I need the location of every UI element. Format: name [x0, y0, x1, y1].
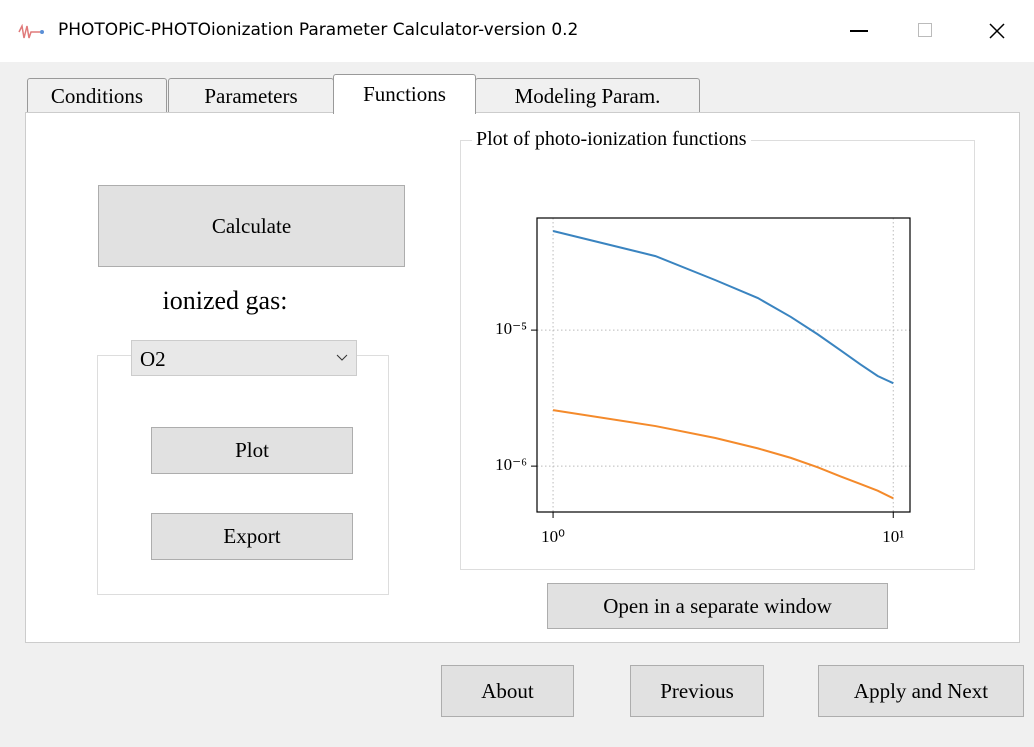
gas-select-value: O2: [140, 347, 166, 371]
tab[interactable]: Modeling Param.: [475, 78, 700, 113]
window-title: PHOTOPiC-PHOTOionization Parameter Calcu…: [58, 20, 579, 40]
title-bar: PHOTOPiC-PHOTOionization Parameter Calcu…: [0, 0, 1034, 62]
tab[interactable]: Conditions: [27, 78, 167, 113]
previous-button[interactable]: Previous: [630, 665, 764, 717]
dropdown-arrow: [336, 354, 348, 361]
y-tick-label: 10⁻⁶: [495, 455, 527, 474]
gas-select[interactable]: O2: [131, 340, 357, 376]
line-series: [552, 409, 894, 500]
x-tick-label: 10¹: [882, 527, 904, 546]
line-series: [552, 230, 894, 385]
maximize-button[interactable]: [918, 23, 932, 37]
export-button[interactable]: Export: [151, 513, 353, 560]
tab[interactable]: Parameters: [168, 78, 334, 113]
apply-next-button[interactable]: Apply and Next: [818, 665, 1024, 717]
plot-group-title: Plot of photo-ionization functions: [472, 128, 751, 151]
open-window-button[interactable]: Open in a separate window: [547, 583, 888, 629]
close-button[interactable]: [988, 22, 1006, 40]
calculate-button[interactable]: Calculate: [98, 185, 405, 267]
y-tick-label: 10⁻⁵: [495, 319, 527, 338]
chart: 10⁰ 10¹ 10⁻⁶ 10⁻⁵: [495, 217, 911, 546]
x-tick-label: 10⁰: [541, 527, 565, 546]
plot-button[interactable]: Plot: [151, 427, 353, 474]
plot-frame: [536, 217, 911, 513]
gas-label: ionized gas:: [162, 286, 288, 315]
minimize-button[interactable]: [850, 30, 868, 32]
about-button[interactable]: About: [441, 665, 574, 717]
app-icon: [18, 24, 44, 39]
tab[interactable]: Functions: [333, 74, 476, 114]
